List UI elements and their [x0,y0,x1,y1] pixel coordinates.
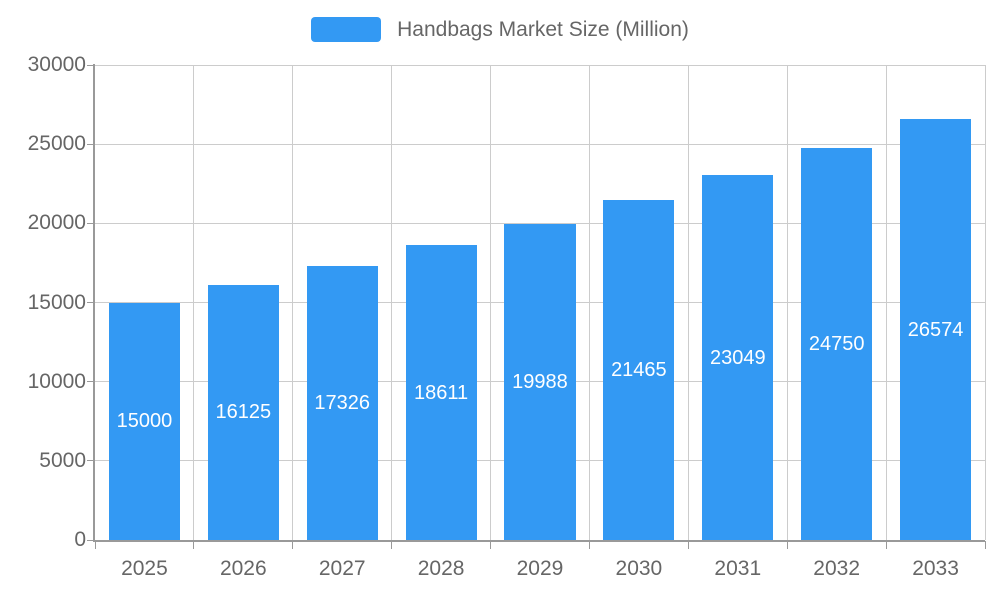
v-gridline [687,65,689,540]
v-gridline [588,65,590,540]
x-axis-category-label: 2032 [813,557,861,580]
y-axis-tick [87,460,95,462]
v-gridline [490,65,492,540]
bar-value-label: 24750 [808,333,865,356]
y-axis-tick-label: 30000 [27,53,86,76]
y-axis-tick-label: 25000 [27,132,86,156]
x-axis-tick [885,541,887,549]
y-axis-tick [87,222,95,224]
x-axis-tick [984,541,986,549]
x-axis-tick [193,541,195,549]
bar-value-label: 15000 [116,410,173,433]
legend[interactable]: Handbags Market Size (Million) [0,17,1000,42]
bar-value-label: 16125 [215,401,272,424]
bar [504,223,576,540]
legend-label: Handbags Market Size (Million) [397,17,689,41]
v-gridline [391,65,393,540]
v-gridline [193,65,195,540]
x-axis-tick [588,541,590,549]
y-axis-tick-label: 20000 [27,211,86,235]
x-axis-tick [292,541,294,549]
h-gridline [95,143,985,145]
bar [702,175,774,540]
v-gridline [786,65,788,540]
v-gridline [984,65,986,540]
bar [603,200,675,540]
x-axis-tick [391,541,393,549]
x-axis-tick [490,541,492,549]
bar [108,302,181,540]
y-axis-line [93,64,95,542]
x-axis-tick [94,541,96,549]
bar-value-label: 26574 [907,318,964,341]
bar-value-label: 23049 [709,346,766,369]
bar-value-label: 19988 [512,370,568,393]
legend-swatch-icon [311,17,382,42]
y-axis-tick [87,302,95,303]
v-gridline [885,65,887,540]
v-gridline [292,65,294,540]
x-axis-category-label: 2028 [417,557,465,580]
x-axis-category-label: 2031 [714,557,762,580]
bar-value-label: 21465 [611,359,667,382]
x-axis-category-label: 2025 [121,557,168,580]
x-axis-tick [786,541,788,549]
y-axis-tick [87,539,95,541]
bar [899,119,972,540]
x-axis-category-label: 2029 [516,557,564,580]
x-axis-category-label: 2026 [219,557,267,580]
y-axis-tick [87,381,95,383]
y-axis-tick [87,64,95,66]
h-gridline [95,222,985,224]
x-axis-category-label: 2030 [615,557,663,580]
y-axis-tick-label: 0 [74,528,86,551]
y-axis-tick-label: 10000 [27,369,86,393]
bar [207,284,279,540]
x-axis-category-label: 2033 [912,557,959,580]
bar-value-label: 18611 [414,381,469,404]
bar [405,245,477,540]
y-axis-tick-label: 5000 [39,448,86,472]
x-axis-line [93,540,985,542]
bar [306,265,378,540]
y-axis-tick-label: 15000 [27,290,86,314]
h-gridline [95,65,985,66]
x-axis-tick [687,541,689,549]
bar-value-label: 17326 [314,391,371,414]
bar [801,148,873,540]
x-axis-category-label: 2027 [318,557,366,580]
y-axis-tick [87,143,95,145]
plot-area: 15000 16125 17326 18611 19988 21465 23049 24750… [87,64,986,549]
